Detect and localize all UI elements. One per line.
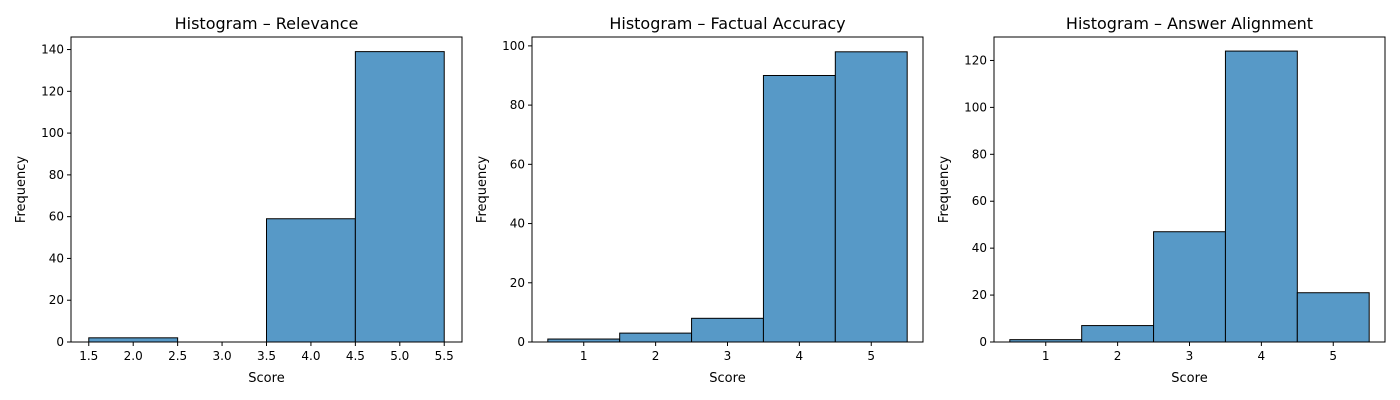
x-tick-label: 4.0 <box>301 349 320 363</box>
y-tick-label: 60 <box>510 157 525 171</box>
y-tick-label: 60 <box>49 210 64 224</box>
y-tick-label: 100 <box>964 100 987 114</box>
x-tick-label: 2 <box>652 349 660 363</box>
chart-panel-3: 1 2 3 4 5 0 20 40 60 80 100 120 Histogram – Answer A… <box>937 14 1386 386</box>
histogram-bar <box>834 51 908 343</box>
y-tick-label: 100 <box>502 39 525 53</box>
histogram-bar <box>88 337 179 343</box>
histogram-bar <box>691 317 764 343</box>
x-axis-label: Score <box>1171 371 1207 386</box>
y-tick-label: 80 <box>972 147 987 161</box>
histogram-bar <box>619 332 693 343</box>
x-tick-label: 3.0 <box>213 349 232 363</box>
x-tick-label: 5.5 <box>435 349 454 363</box>
y-tick-label: 20 <box>510 276 525 290</box>
chart-title: Histogram – Factual Accuracy <box>609 14 845 33</box>
y-tick-label: 80 <box>510 98 525 112</box>
histogram-bar <box>266 218 356 343</box>
x-axis-label: Score <box>248 371 284 386</box>
x-tick-label: 3 <box>1186 349 1194 363</box>
y-tick-label: 20 <box>49 293 64 307</box>
x-tick-label: 3 <box>724 349 732 363</box>
y-tick-label: 60 <box>972 194 987 208</box>
y-tick-label: 0 <box>56 335 64 349</box>
x-tick-label: 3.5 <box>257 349 276 363</box>
y-axis-label: Frequency <box>937 156 952 223</box>
y-tick-label: 40 <box>510 217 525 231</box>
x-tick-label: 1 <box>1042 349 1050 363</box>
x-tick-label: 5.0 <box>390 349 409 363</box>
y-axis-label: Frequency <box>14 156 29 223</box>
chart-panel-1: 1.5 2.0 2.5 3.0 3.5 4.0 4.5 5.0 5.5 0 20 40 60 80 100 1… <box>14 14 463 386</box>
histogram-bar <box>762 74 836 343</box>
x-tick-label: 4 <box>1258 349 1266 363</box>
x-tick-label: 2.0 <box>124 349 143 363</box>
y-tick-label: 40 <box>49 251 64 265</box>
y-tick-label: 80 <box>49 168 64 182</box>
y-tick-label: 120 <box>964 53 987 67</box>
x-tick-label: 2 <box>1114 349 1122 363</box>
x-tick-label: 5 <box>1329 349 1337 363</box>
histogram-bar <box>1153 231 1226 343</box>
histogram-bar <box>1081 325 1155 343</box>
y-tick-label: 120 <box>41 84 64 98</box>
y-tick-label: 20 <box>972 288 987 302</box>
x-tick-label: 4.5 <box>346 349 365 363</box>
chart-title: Histogram – Answer Alignment <box>1066 14 1313 33</box>
x-tick-label: 5 <box>867 349 875 363</box>
x-tick-label: 4 <box>796 349 804 363</box>
y-tick-label: 0 <box>517 335 525 349</box>
histogram-bar <box>1296 292 1370 343</box>
y-tick-label: 40 <box>972 241 987 255</box>
x-axis-label: Score <box>709 371 745 386</box>
y-axis-label: Frequency <box>475 156 490 223</box>
x-tick-label: 1 <box>580 349 588 363</box>
y-tick-label: 140 <box>41 43 64 57</box>
chart-panel-2: 1 2 3 4 5 0 20 40 60 80 100 Histogram – Factual Acc… <box>475 14 924 386</box>
histogram-bar <box>1224 50 1298 343</box>
chart-title: Histogram – Relevance <box>175 14 359 33</box>
x-tick-label: 2.5 <box>168 349 187 363</box>
histogram-bar <box>354 51 445 343</box>
x-tick-label: 1.5 <box>79 349 98 363</box>
y-tick-label: 100 <box>41 126 64 140</box>
y-tick-label: 0 <box>979 335 987 349</box>
